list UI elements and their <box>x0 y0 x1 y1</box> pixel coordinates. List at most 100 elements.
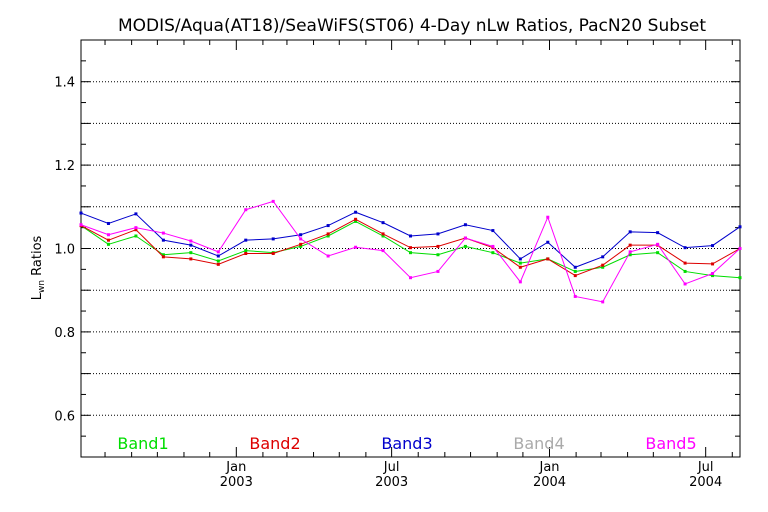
data-point <box>79 223 83 227</box>
data-point <box>134 212 138 216</box>
data-point <box>601 255 605 259</box>
legend-entry: Band1 <box>117 434 168 453</box>
data-point <box>326 254 330 258</box>
x-tick-label-month: Jan <box>225 460 246 475</box>
data-point <box>354 245 358 249</box>
data-point <box>491 251 495 255</box>
data-point <box>326 232 330 236</box>
data-point <box>711 244 715 248</box>
data-point <box>381 234 385 238</box>
data-point <box>463 236 467 240</box>
series-band1 <box>79 219 742 280</box>
data-point <box>271 237 275 241</box>
data-point <box>354 219 358 223</box>
data-point <box>546 215 550 219</box>
data-point <box>326 234 330 238</box>
data-point <box>628 243 632 247</box>
data-point <box>79 211 83 215</box>
data-point <box>216 250 220 254</box>
data-point <box>573 265 577 269</box>
data-point <box>106 242 110 246</box>
y-axis-label-main: L <box>30 292 45 300</box>
data-point <box>381 249 385 253</box>
data-point <box>711 274 715 278</box>
data-point <box>601 265 605 269</box>
data-point <box>573 294 577 298</box>
data-point <box>216 262 220 266</box>
data-point <box>711 272 715 276</box>
series-band5 <box>79 199 742 304</box>
data-point <box>546 240 550 244</box>
data-point <box>244 252 248 256</box>
data-point <box>134 228 138 232</box>
data-point <box>299 233 303 237</box>
data-point <box>189 251 193 255</box>
data-point <box>106 221 110 225</box>
data-point <box>573 274 577 278</box>
data-point <box>656 231 660 235</box>
data-point <box>601 300 605 304</box>
y-axis-label: Lwn Ratios <box>30 235 47 300</box>
data-point <box>738 276 742 280</box>
x-tick-label-month: Jan <box>538 460 559 475</box>
y-tick-label: 0.8 <box>54 326 75 341</box>
data-point <box>628 250 632 254</box>
data-point <box>299 237 303 241</box>
x-tick-label-year: 2003 <box>375 475 408 490</box>
data-point <box>134 234 138 238</box>
data-point <box>354 217 358 221</box>
data-point <box>299 244 303 248</box>
data-point <box>381 232 385 236</box>
data-point <box>573 269 577 273</box>
data-point <box>189 239 193 243</box>
data-point <box>656 251 660 255</box>
data-point <box>683 282 687 286</box>
data-point <box>656 242 660 246</box>
data-point <box>683 269 687 273</box>
data-point <box>216 259 220 263</box>
data-point <box>518 280 522 284</box>
data-point <box>409 234 412 238</box>
axes: 0.60.81.01.21.4Jan2003Jul2003Jan2004Jul2… <box>54 39 741 490</box>
x-tick-label-month: Jul <box>383 460 400 475</box>
data-point <box>354 210 358 214</box>
x-tick-label-year: 2004 <box>689 475 722 490</box>
legend-entry: Band2 <box>249 434 300 453</box>
data-point <box>463 223 467 227</box>
y-axis-label-rest: Ratios <box>30 235 45 280</box>
data-point <box>711 262 715 266</box>
data-point <box>106 238 110 242</box>
data-point <box>134 226 138 230</box>
data-point <box>628 230 632 234</box>
data-point <box>436 232 440 236</box>
x-tick-label-year: 2003 <box>220 475 253 490</box>
data-point <box>161 253 165 257</box>
data-point <box>409 246 412 250</box>
data-point <box>244 208 248 212</box>
data-point <box>381 221 385 225</box>
x-tick-label-year: 2004 <box>533 475 566 490</box>
data-point <box>436 253 440 257</box>
y-axis-label-sub: wn <box>37 280 47 293</box>
data-point <box>409 276 412 280</box>
data-point <box>271 199 275 203</box>
y-tick-label: 1.4 <box>54 76 75 91</box>
data-point <box>518 257 522 261</box>
data-point <box>326 224 330 228</box>
grid <box>81 81 740 416</box>
data-point <box>299 242 303 246</box>
series-band2 <box>79 217 742 278</box>
data-point <box>683 261 687 265</box>
legend: Band1 Band2 Band3 Band4 Band5 <box>117 434 696 453</box>
y-tick-label: 1.0 <box>54 243 75 258</box>
data-point <box>518 265 522 269</box>
data-point <box>161 255 165 259</box>
data-point <box>106 233 110 237</box>
x-tick-label-month: Jul <box>697 460 714 475</box>
data-point <box>463 244 467 248</box>
y-tick-label: 1.2 <box>54 159 75 174</box>
legend-entry: Band5 <box>645 434 696 453</box>
data-point <box>738 225 742 229</box>
legend-entry: Band4 <box>513 434 564 453</box>
